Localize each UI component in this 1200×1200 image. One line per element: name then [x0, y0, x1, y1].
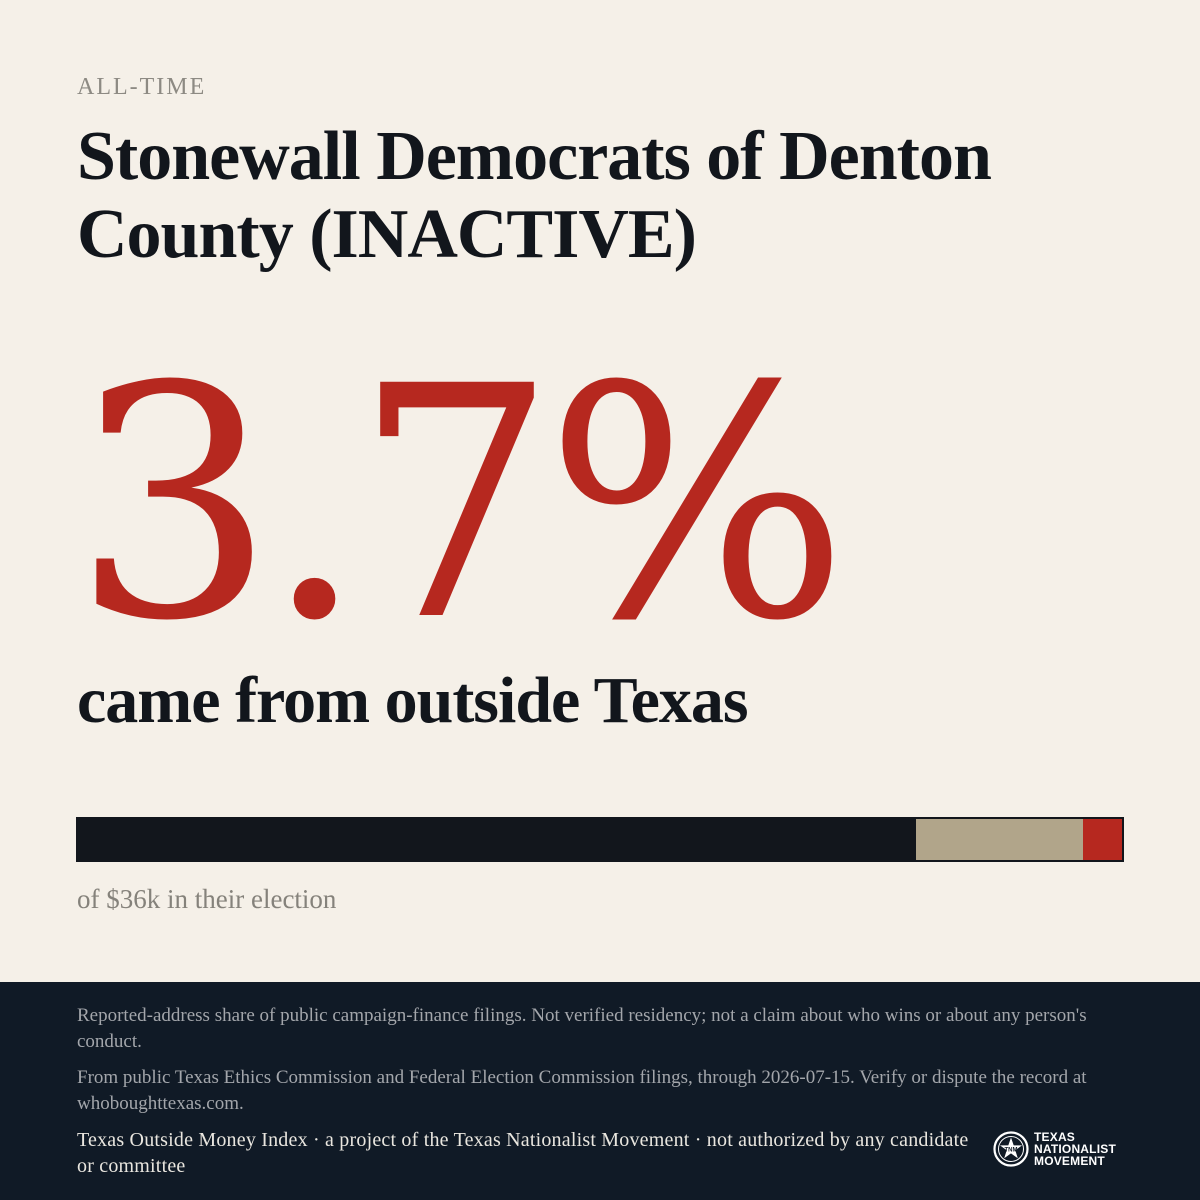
footer-disclaimer: Reported-address share of public campaig… [77, 1005, 1087, 1052]
logo-line-2: NATIONALIST [1034, 1142, 1116, 1156]
bar-segment-unknown [916, 819, 1084, 860]
share-bar [76, 817, 1124, 862]
footer-source: From public Texas Ethics Commission and … [77, 1067, 1087, 1114]
footer-credit: Texas Outside Money Index · a project of… [77, 1129, 969, 1177]
kicker: ALL-TIME [77, 74, 207, 100]
bar-segment-outside-texas [1083, 819, 1122, 860]
svg-text:TNM: TNM [1005, 1148, 1018, 1154]
headline-percentage: 3.7% [72, 319, 849, 691]
headline-caption: came from outside Texas [77, 664, 749, 737]
logo-line-3: MOVEMENT [1034, 1154, 1105, 1168]
bar-segment-texas [78, 819, 917, 860]
tnm-star-seal-icon: TNM [993, 1131, 1029, 1167]
page-title: Stonewall Democrats of Denton County (IN… [77, 118, 992, 273]
footer-panel [0, 982, 1200, 1200]
logo-line-1: TEXAS [1034, 1130, 1076, 1144]
total-subline: of $36k in their election [77, 884, 337, 914]
tnm-logo: TNM TEXAS NATIONALIST MOVEMENT [993, 1131, 1116, 1167]
